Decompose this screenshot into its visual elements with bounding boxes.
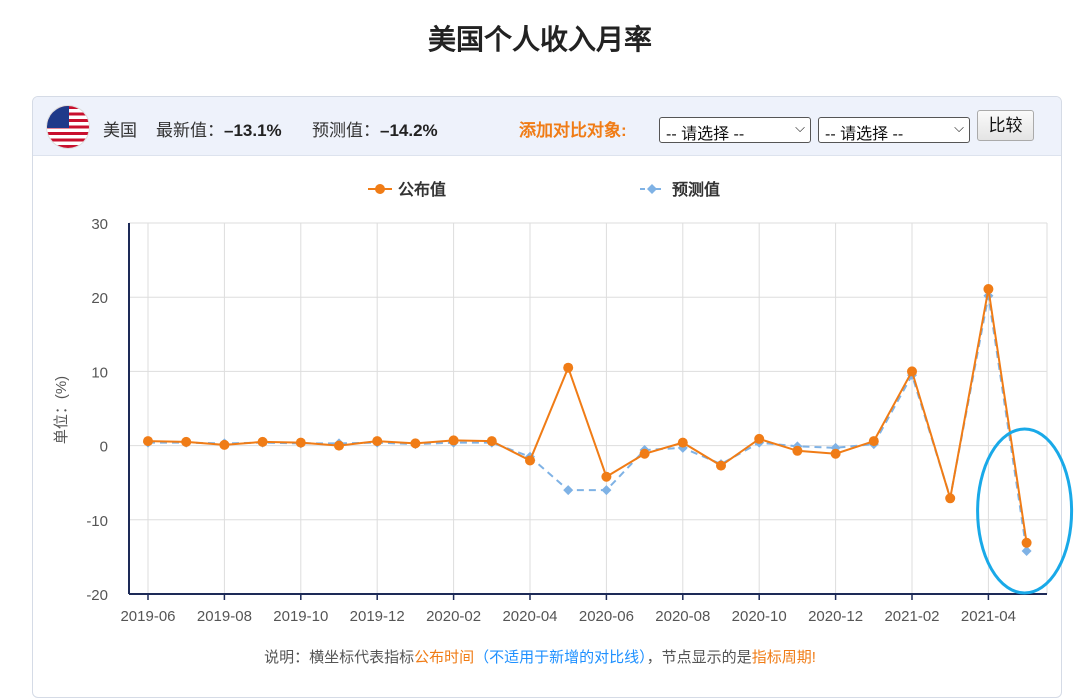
data-point-published xyxy=(143,436,153,447)
footnote-end: ! xyxy=(811,649,816,666)
panel-header: 美国 最新值：–13.1% 预测值：–14.2% 添加对比对象: -- 请选择 … xyxy=(33,97,1061,156)
data-point-published xyxy=(945,493,956,504)
data-point-forecast xyxy=(1021,545,1032,556)
data-point-published xyxy=(1021,537,1032,548)
chart-footnote: 说明：横坐标代表指标公布时间（不适用于新增的对比线），节点显示的是指标周期! xyxy=(0,646,1080,667)
data-point-published xyxy=(219,439,230,450)
chart-legend: 公布值 预测值 xyxy=(368,180,720,199)
data-point-published xyxy=(486,436,497,447)
footnote-not-applicable: （不适用于新增的对比线） xyxy=(474,649,647,666)
chart-panel: 美国 最新值：–13.1% 预测值：–14.2% 添加对比对象: -- 请选择 … xyxy=(32,96,1062,698)
x-tick-label: 2019-10 xyxy=(273,608,328,625)
series-line-published xyxy=(147,288,1028,543)
y-tick-label: 20 xyxy=(91,290,108,307)
x-tick-label: 2021-02 xyxy=(884,608,939,625)
compare-select-2[interactable]: -- 请选择 -- ⌵ xyxy=(818,117,970,143)
data-point-forecast xyxy=(563,485,574,496)
compare-select-2-value: -- 请选择 -- xyxy=(825,126,904,143)
highlight-ellipse xyxy=(976,427,1074,595)
us-flag-icon xyxy=(47,106,89,148)
y-tick-label: 0 xyxy=(100,439,108,456)
latest-value: –13.1% xyxy=(224,121,282,140)
chart-axes: -20 -10 0 10 20 30 2019-06 2019-08 2019-10 2019-1… xyxy=(53,216,1047,625)
page-title: 美国个人收入月率 xyxy=(427,24,652,55)
compare-select-1[interactable]: -- 请选择 -- ⌵ xyxy=(659,117,811,143)
compare-button[interactable]: 比较 xyxy=(977,110,1034,141)
latest-label: 最新值： xyxy=(156,121,224,140)
data-point-published xyxy=(601,471,612,482)
latest-value-display: 最新值：–13.1% xyxy=(156,116,282,141)
data-point-published xyxy=(677,437,688,448)
data-point-published xyxy=(525,455,535,466)
y-tick-label: 30 xyxy=(91,216,108,233)
chevron-down-icon: ⌵ xyxy=(795,120,805,135)
data-point-published xyxy=(295,437,306,448)
x-tick-label: 2019-06 xyxy=(120,608,175,625)
legend-label: 预测值 xyxy=(672,180,720,199)
line-chart: -20 -10 0 10 20 30 2019-06 2019-08 2019-10 2019-1… xyxy=(53,180,1074,625)
data-point-published xyxy=(410,438,421,449)
x-tick-label: 2020-06 xyxy=(579,608,634,625)
compare-label: 添加对比对象: xyxy=(519,121,627,140)
legend-marker xyxy=(647,184,657,194)
forecast-value-display: 预测值：–14.2% xyxy=(312,116,438,141)
data-point-published xyxy=(639,448,650,459)
x-tick-label: 2019-08 xyxy=(197,608,252,625)
data-point-published xyxy=(181,436,192,447)
data-point-published xyxy=(830,448,841,459)
legend-marker xyxy=(375,184,385,194)
forecast-value: –14.2% xyxy=(380,121,438,140)
data-point-published xyxy=(334,440,344,451)
y-axis-label: 单位：(%) xyxy=(53,376,70,444)
y-tick-label: -10 xyxy=(86,513,108,530)
chevron-down-icon: ⌵ xyxy=(954,120,964,135)
footnote-prefix: 说明：横坐标代表指标 xyxy=(264,649,415,666)
x-tick-label: 2019-12 xyxy=(350,608,405,625)
data-point-published xyxy=(563,362,574,373)
x-tick-label: 2020-04 xyxy=(502,608,557,625)
forecast-label: 预测值： xyxy=(312,121,380,140)
x-tick-label: 2020-02 xyxy=(426,608,481,625)
compare-select-1-value: -- 请选择 -- xyxy=(666,126,745,143)
footnote-middle: ，节点显示的是 xyxy=(646,649,752,666)
data-point-published xyxy=(868,436,879,447)
y-tick-label: -20 xyxy=(86,587,108,604)
x-tick-label: 2020-08 xyxy=(655,608,710,625)
data-point-forecast xyxy=(601,485,612,496)
x-tick-label: 2020-12 xyxy=(808,608,863,625)
country-name: 美国 xyxy=(103,121,137,140)
data-point-published xyxy=(983,284,994,295)
footnote-period: 指标周期 xyxy=(751,649,812,666)
y-tick-label: 10 xyxy=(91,364,108,381)
x-tick-label: 2021-04 xyxy=(961,608,1016,625)
chart-series xyxy=(143,284,1032,556)
data-point-published xyxy=(754,433,765,444)
x-tick-label: 2020-10 xyxy=(732,608,787,625)
data-point-published xyxy=(792,445,803,456)
chart-grid xyxy=(129,222,1048,594)
data-point-published xyxy=(448,435,459,446)
footnote-publish-time: 公布时间 xyxy=(414,649,475,666)
data-point-published xyxy=(372,436,383,447)
data-point-published xyxy=(907,366,917,377)
legend-label: 公布值 xyxy=(398,180,446,199)
data-point-published xyxy=(257,436,268,447)
data-point-published xyxy=(716,460,726,471)
